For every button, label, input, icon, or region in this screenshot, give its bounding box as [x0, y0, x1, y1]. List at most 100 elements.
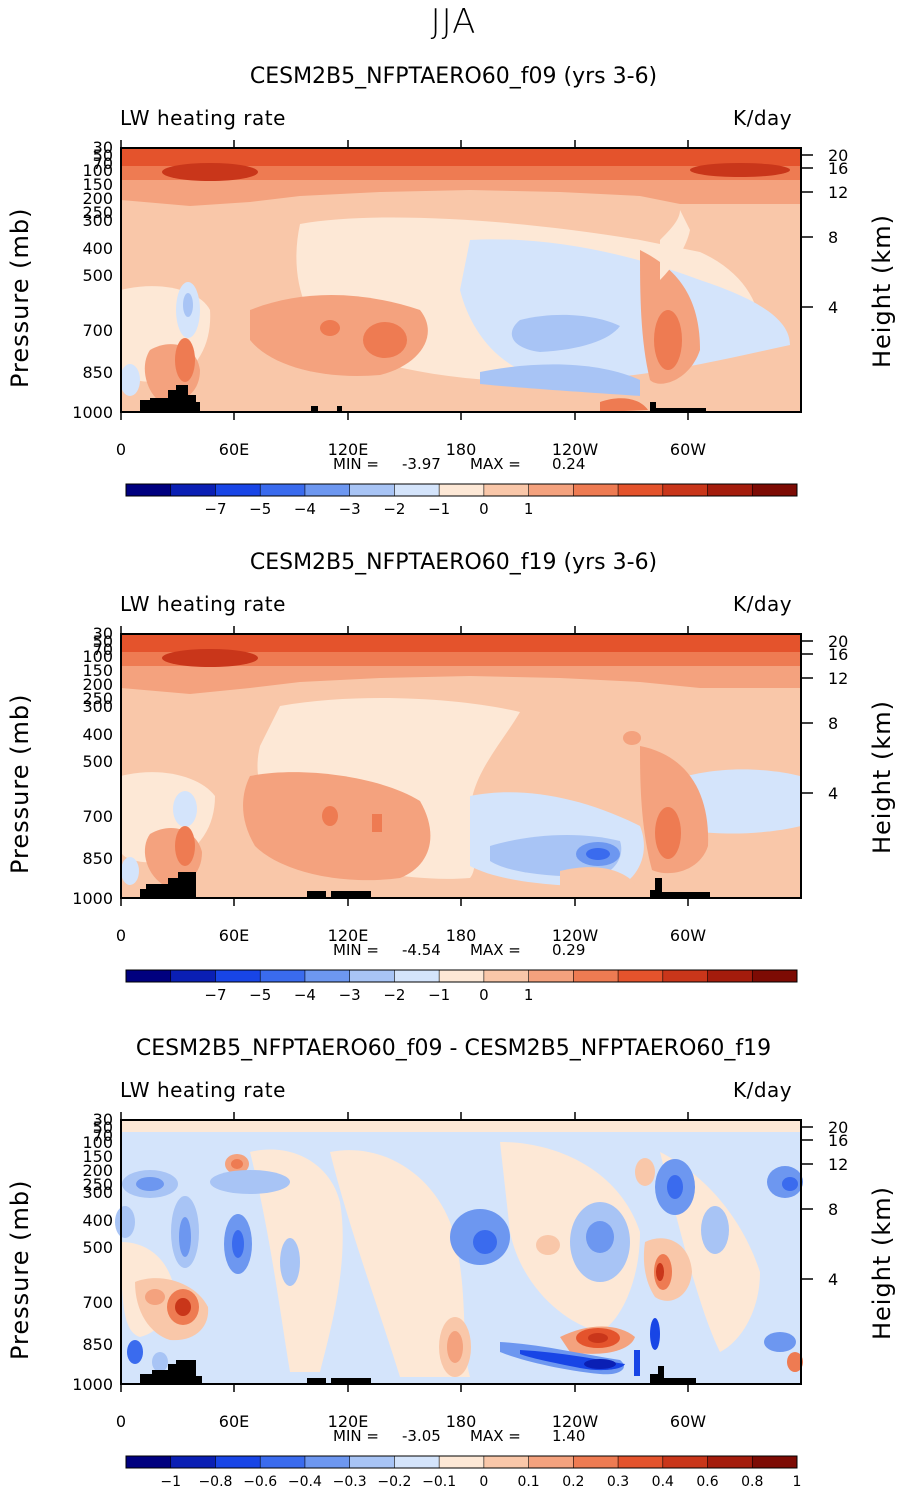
- panel-1-ytick: 400: [82, 239, 113, 258]
- colorbar-label: 0: [479, 986, 489, 1004]
- colorbar-swatch: [439, 970, 484, 982]
- colorbar-swatch: [305, 484, 350, 496]
- panel-1-plot: 30 50 70 100 150 200 250 300 400 500 700…: [0, 140, 907, 480]
- panel-2-min-label: MIN =: [333, 941, 379, 959]
- colorbar-label: 1: [793, 1474, 802, 1490]
- colorbar-swatch: [439, 484, 484, 496]
- colorbar-label: −1: [428, 500, 450, 518]
- colorbar-label: −0.3: [333, 1474, 367, 1490]
- colorbar-swatch: [126, 970, 171, 982]
- panel-3-y-ticks: 30 50 70 100 150 200 250 300 400 500 700…: [72, 1112, 113, 1394]
- panel-3-colorbar: −1 −0.8 −0.6 −0.4 −0.3 −0.2 −0.1 0 0.1 0.2 0.3 0.4 0…: [0, 1452, 907, 1494]
- panel-2-height-tick: 16: [828, 645, 848, 664]
- panel-3-variable-label: LW heating rate: [120, 1078, 286, 1102]
- colorbar-swatch: [573, 970, 618, 982]
- panel-2-ytick: 700: [82, 807, 113, 826]
- panel-3-max-label: MAX =: [470, 1427, 521, 1445]
- panel-2-xtick: 0: [116, 926, 126, 945]
- panel-1-colorbar: −7 −5 −4 −3 −2 −1 0 1: [0, 480, 907, 522]
- panel-1-xtick: 0: [116, 440, 126, 459]
- panel-1-ytick: 1000: [72, 403, 113, 422]
- colorbar-label: −2: [383, 986, 405, 1004]
- panel-2-height-ticks: 20 16 12 8 4: [828, 632, 848, 803]
- panel-3-xtick: 60E: [219, 1412, 249, 1431]
- colorbar-label: 0.3: [607, 1474, 629, 1490]
- panel-3-ytick: 700: [82, 1293, 113, 1312]
- panel-1-height-tick: 4: [828, 298, 838, 317]
- colorbar-swatch: [350, 484, 395, 496]
- colorbar-label: 0: [479, 500, 489, 518]
- panel-2-ytick: 400: [82, 725, 113, 744]
- panel-1-min-label: MIN =: [333, 455, 379, 473]
- panel-2-ytick: 850: [82, 849, 113, 868]
- panel-2-variable-label: LW heating rate: [120, 592, 286, 616]
- colorbar-label: −7: [204, 500, 226, 518]
- panel-1-height-tick: 16: [828, 159, 848, 178]
- colorbar-swatch: [126, 1456, 171, 1468]
- colorbar-label: 0.2: [562, 1474, 584, 1490]
- panel-2-xtick: 60E: [219, 926, 249, 945]
- colorbar-swatch: [529, 484, 574, 496]
- colorbar-swatch: [484, 1456, 529, 1468]
- colorbar-label: −1: [160, 1474, 181, 1490]
- colorbar-label: 1: [524, 500, 534, 518]
- colorbar-swatch: [573, 484, 618, 496]
- colorbar-swatch: [171, 970, 216, 982]
- panel-3-xtick: 60W: [670, 1412, 706, 1431]
- colorbar-label: −3: [339, 500, 361, 518]
- colorbar-label: −1: [428, 986, 450, 1004]
- panel-3-ytick: 500: [82, 1238, 113, 1257]
- panel-1-title: CESM2B5_NFPTAERO60_f09 (yrs 3-6): [0, 64, 907, 89]
- panel-2-height-tick: 12: [828, 669, 848, 688]
- panel-3-max-value: 1.40: [552, 1427, 585, 1445]
- panel-2-height-tick: 8: [828, 714, 838, 733]
- panel-2-height-tick: 4: [828, 784, 838, 803]
- colorbar-label: 0: [479, 1474, 488, 1490]
- panel-3-height-tick: 8: [828, 1200, 838, 1219]
- colorbar-swatch: [663, 484, 708, 496]
- colorbar-swatch: [171, 484, 216, 496]
- colorbar-swatch: [752, 484, 797, 496]
- colorbar-swatch: [529, 970, 574, 982]
- colorbar-swatch: [752, 970, 797, 982]
- panel-3-ytick: 850: [82, 1335, 113, 1354]
- colorbar-swatch: [618, 1456, 663, 1468]
- colorbar-swatch: [305, 970, 350, 982]
- panel-1-ytick: 850: [82, 363, 113, 382]
- colorbar-swatch: [350, 970, 395, 982]
- colorbar-label: 0.4: [652, 1474, 674, 1490]
- panel-3-ytick: 1000: [72, 1375, 113, 1394]
- panel-1-xtick: 60E: [219, 440, 249, 459]
- panel-2-units-label: K/day: [733, 592, 792, 616]
- panel-2-colorbar: −7 −5 −4 −3 −2 −1 0 1: [0, 966, 907, 1008]
- colorbar-swatch: [260, 484, 305, 496]
- panel-3-height-tick: 4: [828, 1270, 838, 1289]
- panel-2-ytick: 500: [82, 752, 113, 771]
- panel-3-min-label: MIN =: [333, 1427, 379, 1445]
- colorbar-label: −4: [294, 986, 316, 1004]
- panel-3-field: [115, 1120, 803, 1384]
- colorbar-swatch: [260, 970, 305, 982]
- colorbar-swatch: [573, 1456, 618, 1468]
- colorbar-swatch: [394, 1456, 439, 1468]
- panel-2-ytick: 1000: [72, 889, 113, 908]
- panel-2-ytick: 300: [82, 697, 113, 716]
- panel-1-height-ticks: 20 16 12 8 4: [828, 146, 848, 317]
- colorbar-label: −3: [339, 986, 361, 1004]
- panel-3-height-ticks: 20 16 12 8 4: [828, 1118, 848, 1289]
- colorbar-label: −4: [294, 500, 316, 518]
- panel-2-title: CESM2B5_NFPTAERO60_f19 (yrs 3-6): [0, 550, 907, 575]
- colorbar-swatch: [439, 1456, 484, 1468]
- panel-3-units-label: K/day: [733, 1078, 792, 1102]
- panel-2-y-ticks: 30 50 70 100 150 200 250 300 400 500 700…: [72, 626, 113, 908]
- colorbar-swatch: [215, 484, 260, 496]
- panel-1-max-value: 0.24: [552, 455, 585, 473]
- panel-3-height-tick: 12: [828, 1155, 848, 1174]
- panel-1-xtick: 60W: [670, 440, 706, 459]
- figure-season-title: JJA: [0, 2, 907, 42]
- panel-1-height-tick: 12: [828, 183, 848, 202]
- colorbar-swatch: [663, 1456, 708, 1468]
- panel-2-max-label: MAX =: [470, 941, 521, 959]
- colorbar-label: −0.2: [377, 1474, 411, 1490]
- colorbar-label: −0.6: [243, 1474, 277, 1490]
